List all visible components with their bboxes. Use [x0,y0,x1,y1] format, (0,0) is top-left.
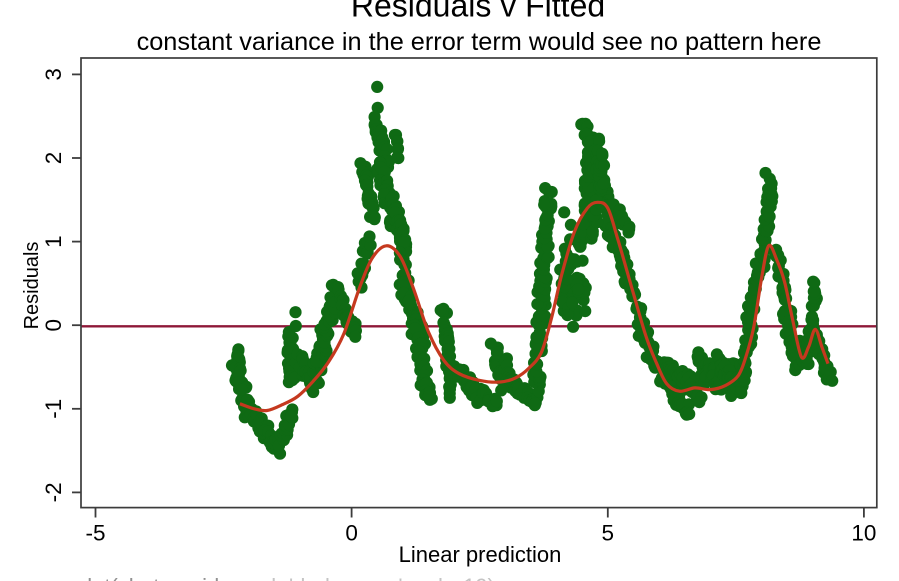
svg-text:2: 2 [41,152,66,165]
svg-text:plot(yhat, resid,: plot(yhat, resid, [75,574,225,581]
svg-text:-5: -5 [85,521,105,546]
svg-text:constant variance in the error: constant variance in the error term woul… [137,28,822,56]
svg-text:Linear prediction: Linear prediction [399,542,562,567]
svg-text:-2: -2 [41,482,66,502]
svg-text:10: 10 [851,521,876,546]
svg-text:Residuals v Fitted: Residuals v Fitted [351,0,605,24]
svg-text:-1: -1 [41,399,66,419]
svg-text:1: 1 [41,235,66,248]
svg-text:col='dark green', pch=19): col='dark green', pch=19) [248,574,495,581]
svg-text:Residuals: Residuals [21,242,43,330]
svg-text:0: 0 [41,319,66,332]
svg-text:5: 5 [602,521,615,546]
svg-text:3: 3 [41,68,66,81]
svg-text:0: 0 [345,521,358,546]
